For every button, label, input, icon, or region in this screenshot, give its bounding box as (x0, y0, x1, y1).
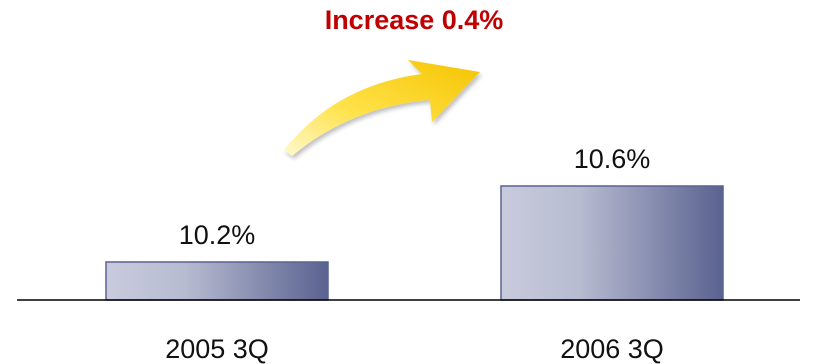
annotation-label: Increase 0.4% (325, 5, 504, 35)
increase-arrow-icon (284, 60, 480, 156)
bar (105, 261, 329, 301)
data-label: 10.6% (574, 144, 651, 174)
bar (500, 185, 724, 301)
data-label: 10.2% (179, 220, 256, 250)
x-tick-label: 2006 3Q (560, 334, 664, 364)
x-tick-label: 2005 3Q (165, 334, 269, 364)
